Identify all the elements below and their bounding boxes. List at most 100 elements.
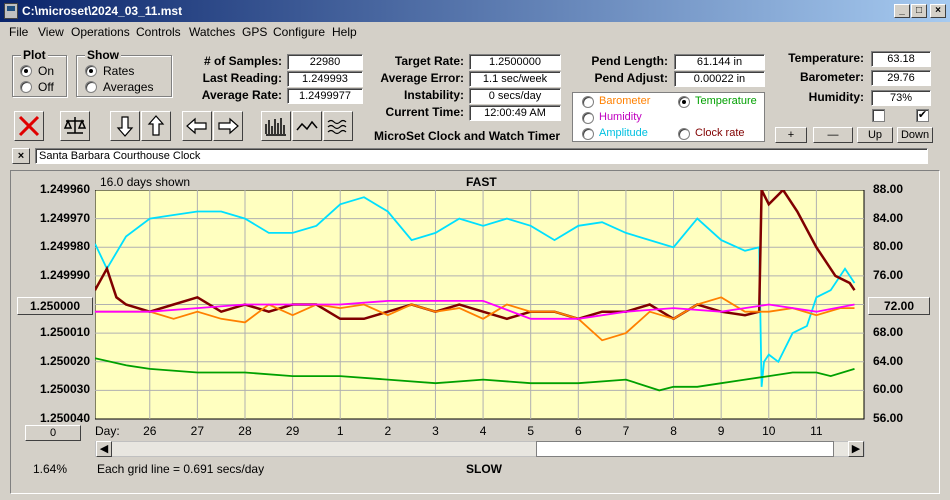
instability-value: 0 secs/day — [469, 88, 561, 104]
clock-name-field[interactable]: Santa Barbara Courthouse Clock — [35, 148, 928, 164]
up-button[interactable]: Up — [857, 127, 893, 143]
center-rate-button[interactable]: 1.250000 — [17, 297, 93, 315]
temperature-radio[interactable] — [678, 96, 690, 108]
left-axis-tick-label: 1.249960 — [39, 182, 90, 196]
maximize-button[interactable]: □ — [911, 4, 927, 18]
average-error-label: Average Error: — [380, 71, 464, 85]
zero-button[interactable]: 0 — [25, 425, 81, 441]
right-axis-tick-label: 80.00 — [873, 239, 904, 254]
target-rate-label: Target Rate: — [394, 54, 464, 68]
bars-view-button[interactable] — [261, 111, 291, 141]
day-tick-label: 5 — [527, 424, 535, 438]
series-layer — [95, 190, 856, 392]
clock-rate-radio[interactable] — [678, 128, 690, 140]
app-title: MicroSet Clock and Watch Timer — [374, 129, 561, 143]
checkbox-2[interactable]: ✔ — [916, 109, 929, 122]
left-axis-tick-label: 1.249970 — [39, 210, 90, 225]
left-axis-tick-label: 1.250040 — [39, 411, 90, 425]
barometer-radio[interactable] — [582, 96, 594, 108]
humidity-value: 73% — [871, 90, 931, 106]
up-arrow-button[interactable] — [141, 111, 171, 141]
right-arrow-button[interactable] — [213, 111, 243, 141]
barometer-label: Barometer: — [799, 70, 864, 84]
stop-button[interactable] — [14, 111, 44, 141]
day-tick-label: 27 — [190, 424, 205, 438]
show-averages-label: Averages — [103, 80, 154, 94]
wave-view-button[interactable] — [323, 111, 353, 141]
day-tick-label: 29 — [285, 424, 300, 438]
day-tick-label: 28 — [238, 424, 252, 438]
minus-button[interactable]: — — [813, 127, 853, 143]
balance-button[interactable] — [60, 111, 90, 141]
left-axis-tick-label: 1.249990 — [39, 267, 90, 282]
center-sensor-button[interactable]: 72.00 — [868, 297, 930, 315]
barometer-value: 29.76 — [871, 70, 931, 86]
plot-off-radio[interactable] — [20, 81, 32, 93]
day-axis-label: Day: — [95, 424, 120, 438]
line-graph-icon — [296, 120, 318, 131]
menu-watches[interactable]: Watches — [189, 25, 236, 39]
menu-help[interactable]: Help — [332, 25, 357, 39]
right-axis-tick-label: 60.00 — [873, 382, 904, 397]
minimize-button[interactable]: _ — [894, 4, 910, 18]
pend-length-value: 61.144 in — [674, 54, 765, 70]
arrow-left-icon — [186, 117, 207, 135]
down-button[interactable]: Down — [897, 127, 933, 143]
clock-rate-option-label: Clock rate — [695, 127, 745, 139]
right-axis-tick-label: 68.00 — [873, 325, 904, 340]
day-tick-label: 26 — [143, 424, 157, 438]
scrollbar-thumb[interactable] — [536, 441, 834, 457]
checkbox-1[interactable] — [872, 109, 885, 122]
plot-on-radio[interactable] — [20, 65, 32, 77]
temperature-label: Temperature: — [788, 51, 864, 65]
average-error-value: 1.1 sec/week — [469, 71, 561, 87]
show-group-title: Show — [85, 48, 121, 62]
fast-label: FAST — [466, 175, 497, 189]
humidity-option-label: Humidity — [599, 111, 642, 123]
window-title: C:\microset\2024_03_11.mst — [22, 4, 183, 18]
barometer-option-label: Barometer — [599, 95, 651, 107]
menu-view[interactable]: View — [38, 25, 64, 39]
instability-label: Instability: — [403, 88, 464, 102]
last-reading-label: Last Reading: — [202, 71, 282, 85]
menu-operations[interactable]: Operations — [71, 25, 130, 39]
day-tick-label: 4 — [479, 424, 487, 438]
left-axis-tick-label: 1.250020 — [39, 353, 90, 368]
days-shown-label: 16.0 days shown — [100, 175, 191, 189]
day-tick-label: 8 — [670, 424, 677, 438]
amplitude-option-label: Amplitude — [599, 127, 648, 139]
plot-group-title: Plot — [21, 48, 48, 62]
left-axis-tick-label: 1.250030 — [39, 382, 90, 397]
show-averages-radio[interactable] — [85, 81, 97, 93]
temperature-value: 63.18 — [871, 51, 931, 67]
menu-configure[interactable]: Configure — [273, 25, 326, 39]
plot-off-label: Off — [38, 80, 54, 94]
scroll-left-arrow-icon[interactable]: ◀ — [96, 441, 112, 457]
day-tick-label: 3 — [432, 424, 439, 438]
menu-file[interactable]: File — [9, 25, 29, 39]
line-view-button[interactable] — [292, 111, 322, 141]
day-tick-label: 11 — [810, 424, 823, 438]
horizontal-scrollbar[interactable]: ◀ ▶ — [95, 441, 865, 457]
left-axis-tick-label: 1.250010 — [39, 325, 90, 340]
humidity-radio[interactable] — [582, 112, 594, 124]
pend-adjust-value: 0.00022 in — [674, 71, 765, 87]
scroll-right-arrow-icon[interactable]: ▶ — [848, 441, 864, 457]
left-arrow-button[interactable] — [182, 111, 212, 141]
clear-clock-name-button[interactable]: × — [12, 148, 30, 164]
show-rates-radio[interactable] — [85, 65, 97, 77]
sensor-select-group — [572, 92, 765, 142]
day-tick-label: 9 — [717, 424, 725, 438]
menu-gps[interactable]: GPS — [242, 25, 268, 39]
average-rate-label: Average Rate: — [201, 88, 282, 102]
right-axis-tick-label: 64.00 — [873, 353, 904, 368]
plot-group: Plot — [12, 48, 67, 97]
plus-button[interactable]: + — [775, 127, 807, 143]
down-arrow-button[interactable] — [110, 111, 140, 141]
current-time-label: Current Time: — [385, 105, 464, 119]
amplitude-radio[interactable] — [582, 128, 594, 140]
show-group: Show — [76, 48, 172, 97]
menu-controls[interactable]: Controls — [136, 25, 181, 39]
current-time-value: 12:00:49 AM — [469, 105, 561, 121]
close-button[interactable]: × — [930, 4, 946, 18]
